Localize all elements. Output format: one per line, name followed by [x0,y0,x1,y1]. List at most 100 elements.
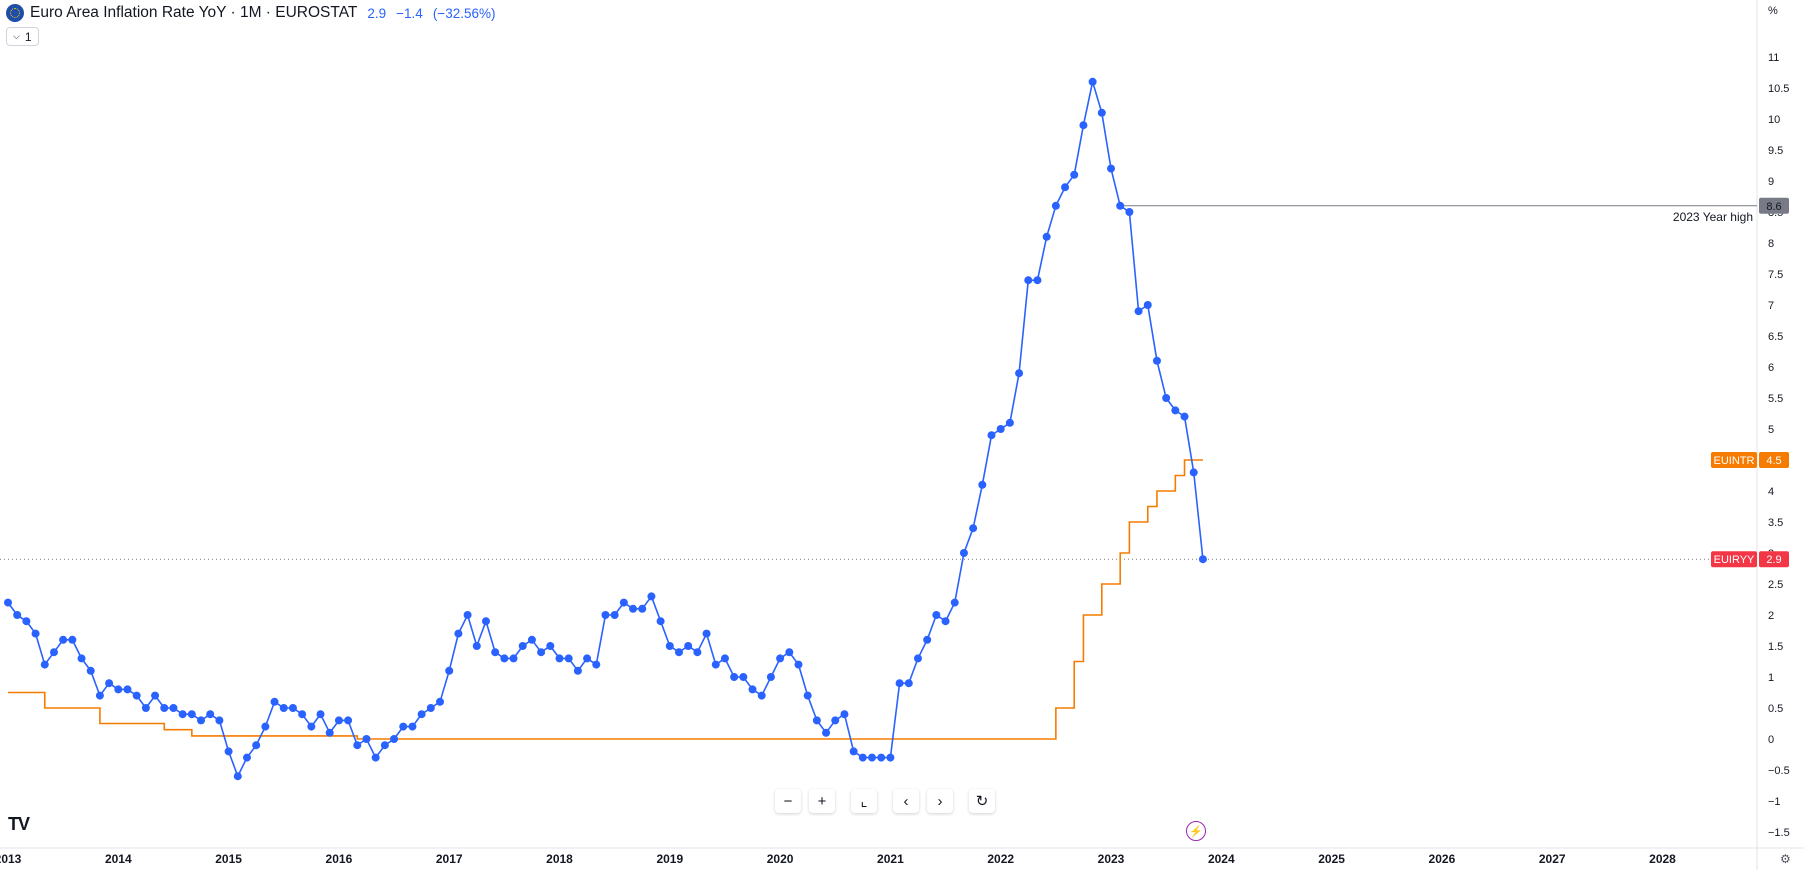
interest-tag-label: EUINTR [1714,455,1755,467]
inflation-data-point [656,617,665,626]
tradingview-logo-icon[interactable]: TV [8,814,30,834]
inflation-data-point [105,679,114,688]
inflation-data-point [858,753,867,762]
inflation-data-point [619,598,628,607]
axis-unit-label[interactable]: % [1768,5,1778,17]
scroll-right-button[interactable]: › [927,789,953,813]
inflation-data-point [1143,301,1152,309]
inflation-data-point [1033,276,1042,285]
inflation-data-point [123,685,132,694]
inflation-data-point [454,629,463,638]
inflation-data-point [77,654,86,663]
y-tick-label: 6.5 [1768,331,1783,343]
y-tick-label: 10.5 [1768,83,1789,95]
y-tick-label: 3.5 [1768,517,1783,529]
symbol-title[interactable]: Euro Area Inflation Rate YoY · 1M · EURO… [30,4,358,21]
inflation-data-point [647,592,656,601]
inflation-rate-line [7,81,1204,779]
inflation-data-point [1051,201,1060,210]
inflation-data-point [114,685,123,694]
inflation-data-point [665,642,674,650]
inflation-data-point [684,642,693,650]
inflation-data-point [325,728,334,737]
inflation-data-point [390,735,399,743]
inflation-data-point [252,741,261,750]
inflation-data-point [1116,201,1125,210]
x-tick-label: 2019 [656,852,683,866]
inflation-data-point [601,611,610,619]
reset-scale-button[interactable]: ⌞ [851,789,877,813]
inflation-data-point [996,425,1005,433]
inflation-data-point [730,673,739,681]
inflation-data-point [518,642,527,650]
x-tick-label: 2025 [1318,852,1345,866]
x-tick-label: 2027 [1539,852,1566,866]
inflation-data-point [794,660,803,669]
inflation-data-point [1171,406,1180,415]
x-tick-label: 2023 [1098,852,1125,866]
last-value: 2.9 [367,5,387,21]
inflation-data-point [923,635,932,644]
x-tick-label: 2028 [1649,852,1676,866]
inflation-data-point [776,654,785,663]
indicators-toggle-button[interactable]: ⌵ 1 [6,27,39,46]
y-tick-label: 4 [1768,486,1774,498]
inflation-data-point [197,716,206,725]
y-tick-label: 8 [1768,238,1774,250]
inflation-data-point [417,710,426,719]
inflation-data-point [1180,412,1189,421]
zoom-in-button[interactable]: + [809,789,835,813]
inflation-data-point [380,741,389,750]
y-tick-label: 0.5 [1768,703,1783,715]
x-tick-label: 2022 [987,852,1014,866]
inflation-data-point [1088,77,1097,86]
inflation-data-point [720,654,729,663]
inflation-data-point [1070,170,1079,179]
inflation-data-point [702,629,711,638]
inflation-data-point [22,617,31,626]
inflation-data-point [463,611,472,619]
inflation-data-point [757,691,766,700]
lightning-icon[interactable]: ⚡ [1186,821,1206,841]
x-tick-label: 2014 [105,852,132,866]
zoom-out-button[interactable]: − [775,789,801,813]
inflation-data-point [537,648,546,657]
inflation-tag-value-bg [1759,551,1789,568]
inflation-data-point [40,660,49,669]
inflation-data-point [766,673,775,681]
inflation-tag-label-bg [1711,551,1757,568]
inflation-data-point [445,666,454,675]
x-tick-label: 2015 [215,852,242,866]
reset-chart-button[interactable]: ↻ [969,789,995,813]
inflation-data-point [629,604,638,613]
inflation-data-point [941,617,950,626]
inflation-data-point [822,728,831,737]
inflation-data-point [86,666,95,675]
inflation-data-point [969,524,978,533]
inflation-data-point [307,722,316,731]
inflation-data-point [812,716,821,725]
inflation-data-point [831,716,840,725]
inflation-data-point [895,679,904,688]
y-tick-label: −1.5 [1768,827,1790,839]
inflation-data-point [132,691,141,700]
inflation-data-point [1015,369,1024,378]
change-percent: (−32.56%) [432,5,496,21]
scroll-left-button[interactable]: ‹ [893,789,919,813]
inflation-data-point [638,604,647,613]
x-tick-label: 2026 [1429,852,1456,866]
y-tick-label: 7 [1768,300,1774,312]
inflation-data-point [711,660,720,669]
y-tick-label: −0.5 [1768,765,1790,777]
y-tick-label: 0 [1768,734,1774,746]
inflation-data-point [868,753,877,762]
settings-gear-icon[interactable]: ⚙ [1780,852,1791,866]
inflation-data-point [509,654,518,663]
inflation-data-point [840,710,849,719]
interest-rate-line [8,459,1203,740]
inflation-data-point [527,635,536,644]
inflation-data-point [849,747,858,756]
inflation-data-point [13,611,22,619]
inflation-data-point [187,710,196,719]
